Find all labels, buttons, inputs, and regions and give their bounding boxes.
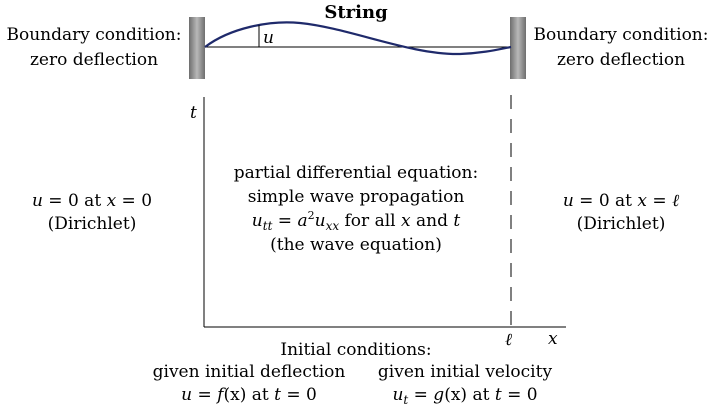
initial-deflection-equation: u = f(x) at t = 0 <box>181 385 317 405</box>
right-support-label-1: Boundary condition: <box>534 25 709 45</box>
t-axis-label: t <box>190 103 197 123</box>
initial-velocity-label: given initial velocity <box>378 362 553 382</box>
x-axis-label: x <box>548 329 558 349</box>
pde-equation: utt = a2uxx for all x and t <box>252 209 461 233</box>
string-curve <box>204 21 512 56</box>
pde-heading: partial differential equation: <box>234 163 478 183</box>
right-bc-equation: u = 0 at x = ℓ <box>563 191 679 211</box>
right-bc-type: (Dirichlet) <box>577 214 666 234</box>
initial-conditions-heading: Initial conditions: <box>280 340 431 360</box>
pde-name: (the wave equation) <box>270 235 442 255</box>
right-support <box>510 17 526 79</box>
ell-tick-label: ℓ <box>505 330 512 350</box>
right-support-label-2: zero deflection <box>557 50 685 70</box>
left-support-label-1: Boundary condition: <box>7 25 182 45</box>
left-bc-equation: u = 0 at x = 0 <box>32 191 152 211</box>
initial-deflection-label: given initial deflection <box>153 362 346 382</box>
deflection-label: u <box>263 28 274 48</box>
pde-description: simple wave propagation <box>248 187 465 207</box>
left-bc-type: (Dirichlet) <box>48 214 137 234</box>
left-support <box>189 17 205 79</box>
diagram-title: String <box>324 2 388 23</box>
left-support-label-2: zero deflection <box>30 50 158 70</box>
initial-velocity-equation: ut = g(x) at t = 0 <box>392 385 537 407</box>
